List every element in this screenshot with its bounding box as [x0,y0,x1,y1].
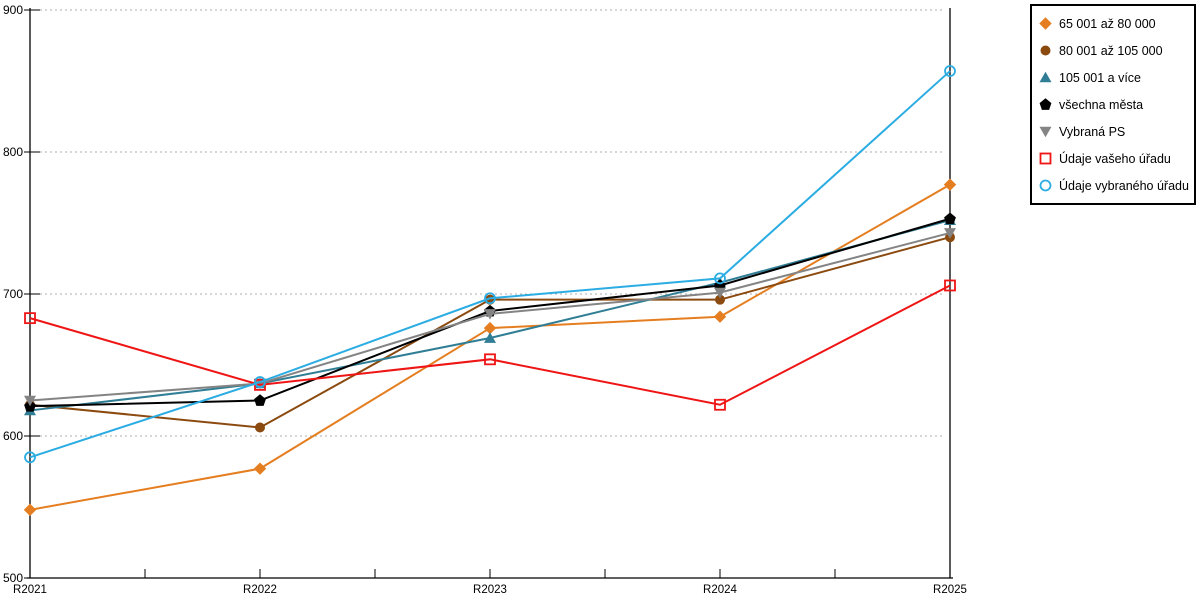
y-axis-label: 900 [3,3,23,17]
series-marker-square [484,353,496,366]
series-marker-triangle-down [1039,126,1052,138]
series-marker-diamond [1039,17,1052,30]
series-marker-square [714,398,726,411]
series-marker-triangle-up [1039,71,1052,83]
series-marker-diamond [483,321,497,335]
y-axis-label: 800 [3,145,23,159]
legend-marker-circle-icon [1039,179,1052,192]
legend-label: všechna města [1059,97,1144,112]
x-axis-label: R2021 [13,584,47,596]
chart-canvas: 500 600 700 800 900 R2021 R2022 R2023 R2024 R2025 [3,3,967,596]
legend-item: 105 001 a více [1038,64,1188,91]
series-line [29,183,951,511]
series-marker-square [944,279,956,292]
series-marker-pentagon [1039,98,1052,110]
series-line [29,284,951,406]
series-marker-square [24,312,36,325]
x-axis-label: R2023 [473,584,507,596]
series-0 [23,178,957,517]
y-axis-label: 700 [3,287,23,301]
y-axis-label: 500 [3,571,23,585]
series-marker-circle [24,451,36,464]
legend-marker-pentagon-icon [1039,98,1052,110]
legend-marker-diamond-icon [1039,17,1052,30]
series-4 [24,228,956,407]
series-marker-diamond [713,310,727,323]
series-marker-triangle-down [714,287,726,299]
series-line [29,70,951,459]
series-marker-circle [1039,179,1052,192]
legend-label: 105 001 a více [1059,70,1142,85]
series-marker-pentagon [944,212,956,225]
series-marker-triangle-down [944,228,956,239]
legend-marker-triangle-up-icon [1039,71,1052,83]
chart-legend: 65 001 až 80 000 80 001 až 105 000 105 001… [1030,4,1196,205]
series-marker-diamond [253,462,267,475]
legend-marker-square-icon [1039,152,1052,165]
legend-label: Vybraná PS [1059,124,1126,139]
series-marker-circle [715,294,725,305]
series-marker-diamond [23,503,37,517]
legend-label: 65 001 až 80 000 [1059,16,1156,31]
series-marker-triangle-up [484,332,496,343]
series-marker-circle [484,292,496,305]
legend-marker-triangle-down-icon [1039,126,1052,138]
series-marker-pentagon [254,394,266,406]
legend-label: 80 001 až 105 000 [1059,43,1163,58]
series-marker-circle [944,65,956,77]
x-axis-label: R2025 [933,584,967,596]
legend-item: Vybraná PS [1038,118,1188,145]
legend-label: Údaje vybraného úřadu [1059,178,1189,193]
legend-item: Údaje vašeho úřadu [1038,145,1188,172]
series-marker-circle [255,422,265,433]
series-6 [24,65,956,464]
series-marker-circle [1040,45,1051,56]
legend-item: všechna města [1038,91,1188,118]
x-axis-label: R2022 [243,584,277,596]
legend-item: 80 001 až 105 000 [1038,37,1188,64]
series-marker-triangle-down [484,309,496,320]
series-marker-square [1039,152,1052,165]
line-chart: 500 600 700 800 900 R2021 R2022 R2023 R2024 R2025 [3,3,967,596]
legend-item: Údaje vybraného úřadu [1038,172,1189,199]
series-marker-diamond [943,178,957,191]
x-axis-label: R2024 [703,584,737,596]
series-marker-circle [714,272,726,285]
y-axis-label: 600 [3,429,23,443]
legend-marker-circle-icon [1040,45,1051,56]
legend-label: Údaje vašeho úřadu [1059,151,1171,166]
series-marker-circle [254,376,266,388]
legend-item: 65 001 až 80 000 [1038,10,1188,37]
series-marker-triangle-down [24,395,36,407]
